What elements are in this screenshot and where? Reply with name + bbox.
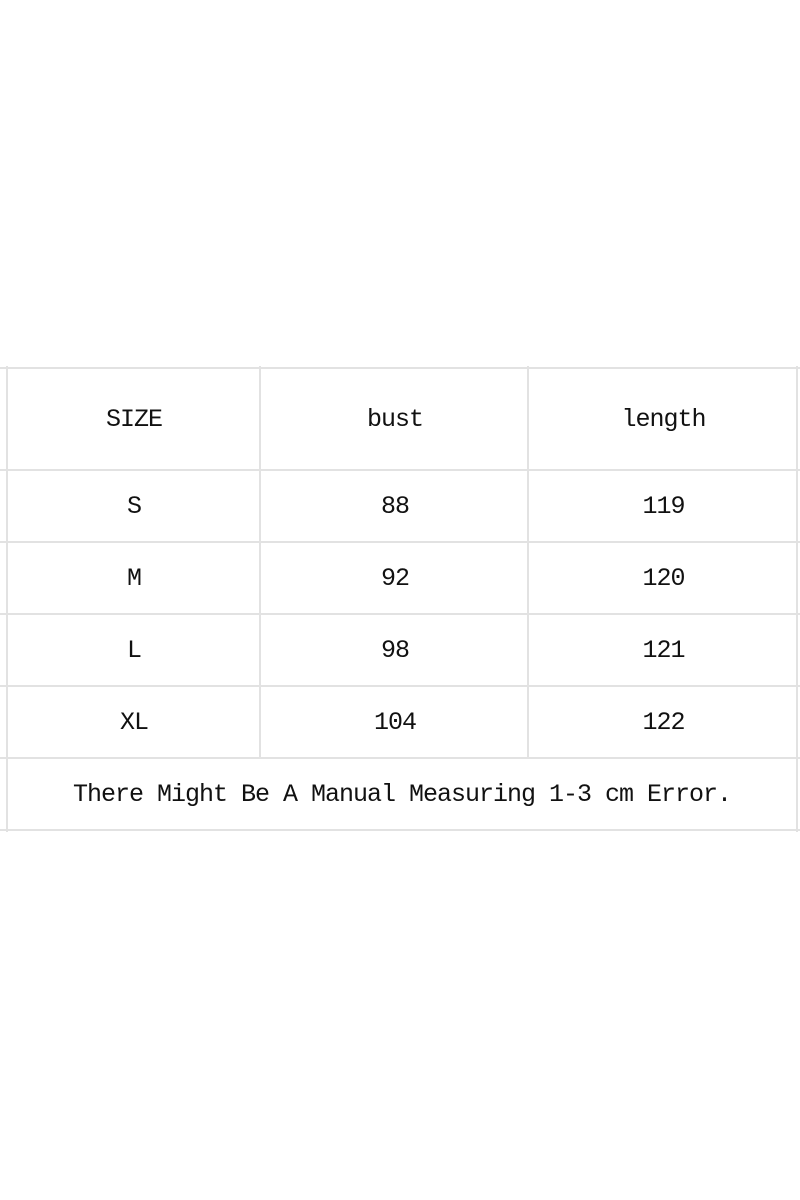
cell-length: 122 bbox=[642, 707, 685, 737]
cell-size: L bbox=[126, 635, 142, 665]
cell-size: S bbox=[126, 491, 142, 521]
header-bust: bust bbox=[366, 404, 424, 434]
cell-size: XL bbox=[119, 707, 149, 737]
cell-size: M bbox=[126, 563, 142, 593]
grid-line bbox=[796, 366, 798, 832]
cell-bust: 98 bbox=[380, 635, 410, 665]
grid-line bbox=[527, 366, 529, 758]
header-size: SIZE bbox=[105, 404, 163, 434]
grid-line bbox=[0, 367, 800, 369]
cell-length: 121 bbox=[642, 635, 685, 665]
cell-bust: 92 bbox=[380, 563, 410, 593]
grid-line bbox=[0, 685, 800, 687]
grid-line bbox=[0, 757, 800, 759]
grid-line bbox=[0, 541, 800, 543]
grid-line bbox=[0, 829, 800, 831]
grid-line bbox=[6, 366, 8, 832]
cell-length: 120 bbox=[642, 563, 685, 593]
cell-bust: 104 bbox=[373, 707, 417, 737]
grid-line bbox=[259, 366, 261, 758]
measurement-note: There Might Be A Manual Measuring 1-3 cm… bbox=[72, 779, 732, 809]
cell-length: 119 bbox=[642, 491, 685, 521]
grid-line bbox=[0, 613, 800, 615]
grid-line bbox=[0, 469, 800, 471]
header-length: length bbox=[621, 404, 706, 434]
cell-bust: 88 bbox=[380, 491, 410, 521]
